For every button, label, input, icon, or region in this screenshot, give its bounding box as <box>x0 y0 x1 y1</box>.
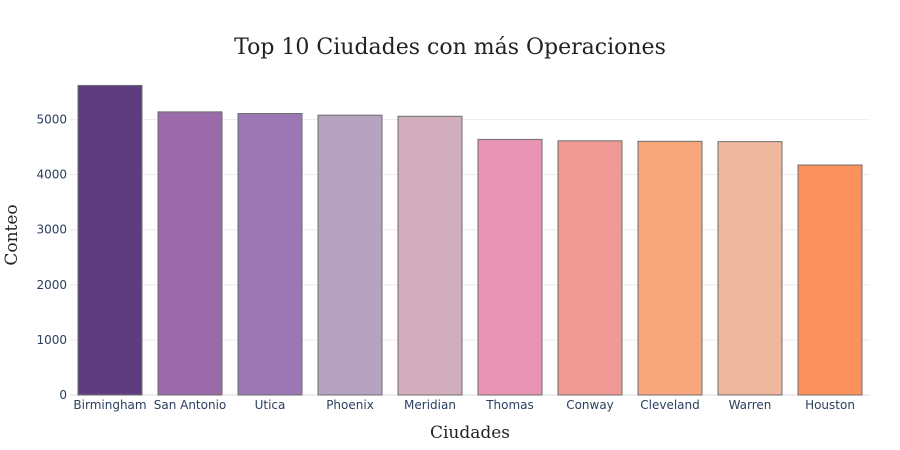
x-tick-label: Utica <box>255 398 286 412</box>
x-tick-label: Warren <box>729 398 772 412</box>
bar-thomas[interactable] <box>477 138 543 396</box>
bar-san-antonio[interactable] <box>157 111 223 396</box>
chart-title: Top 10 Ciudades con más Operaciones <box>234 35 666 60</box>
x-tick-label: Meridian <box>404 398 456 412</box>
x-axis-title: Ciudades <box>430 423 510 443</box>
bar-phoenix[interactable] <box>317 114 383 396</box>
bars <box>77 84 863 396</box>
x-tick-label: Thomas <box>485 398 534 412</box>
y-tick-label: 3000 <box>36 223 67 237</box>
x-tick-label: Phoenix <box>326 398 374 412</box>
y-axis-title: Conteo <box>2 204 22 265</box>
bar-utica[interactable] <box>237 113 303 396</box>
bar-meridian[interactable] <box>397 115 463 396</box>
bar-warren[interactable] <box>717 141 783 396</box>
bar-birmingham[interactable] <box>77 84 143 396</box>
x-tick-label: San Antonio <box>154 398 227 412</box>
x-tick-label: Houston <box>805 398 855 412</box>
bar-conway[interactable] <box>557 140 623 396</box>
y-axis-ticks: 0 1000 2000 3000 4000 5000 <box>36 113 67 402</box>
y-tick-label: 2000 <box>36 278 67 292</box>
bar-houston[interactable] <box>797 164 863 396</box>
bar-cleveland[interactable] <box>637 140 703 396</box>
x-axis-ticks: Birmingham San Antonio Utica Phoenix Meridia… <box>73 398 855 412</box>
x-tick-label: Birmingham <box>73 398 146 412</box>
x-tick-label: Conway <box>566 398 614 412</box>
y-tick-label: 4000 <box>36 168 67 182</box>
y-tick-label: 0 <box>59 388 67 402</box>
x-tick-label: Cleveland <box>640 398 700 412</box>
y-tick-label: 5000 <box>36 113 67 127</box>
y-tick-label: 1000 <box>36 333 67 347</box>
